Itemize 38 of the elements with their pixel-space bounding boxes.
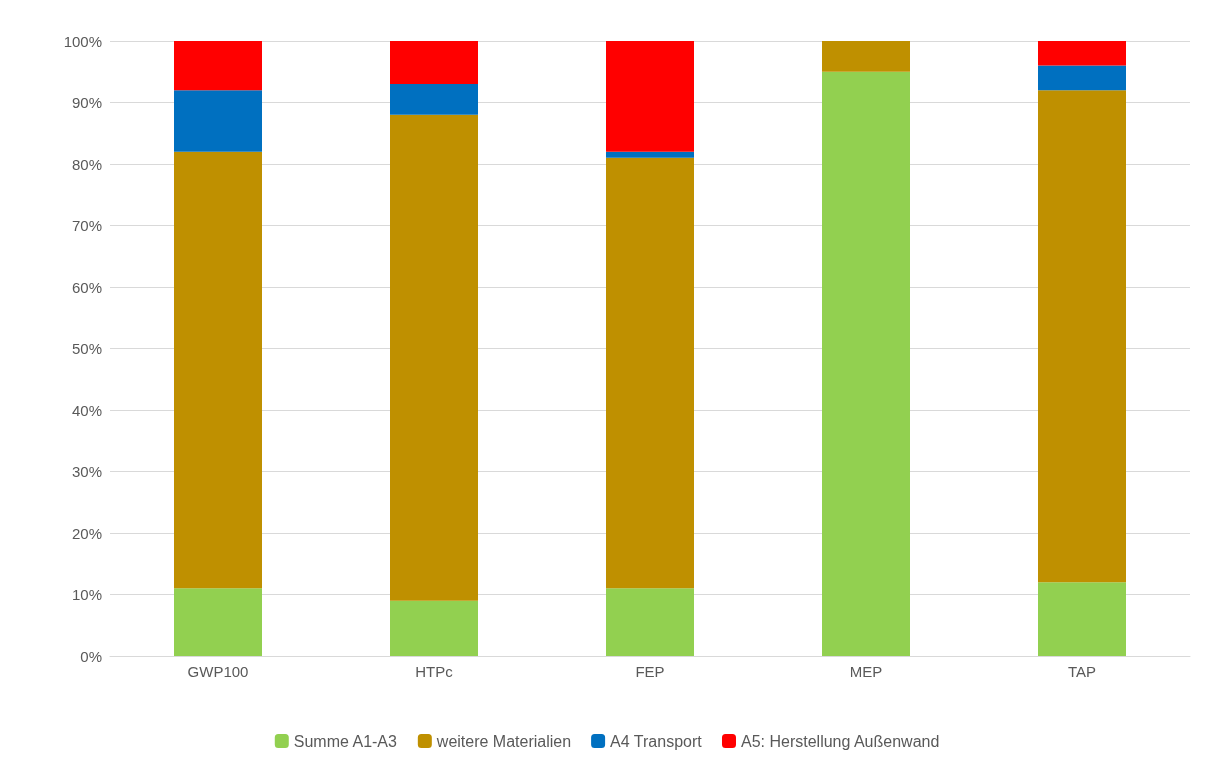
bar [390, 600, 478, 656]
x-tick-label: FEP [635, 663, 665, 680]
bar [174, 588, 262, 656]
bar [1038, 90, 1126, 583]
y-tick-label: 0% [80, 647, 102, 665]
bar [606, 41, 694, 152]
y-tick-label: 80% [71, 155, 102, 173]
y-tick-label: 50% [71, 340, 102, 357]
bar [1038, 41, 1126, 66]
y-tick-label: 20% [71, 524, 102, 542]
y-tick-label: 30% [71, 463, 102, 480]
bar [390, 84, 478, 115]
y-tick-label: 90% [71, 94, 102, 111]
x-tick-label: MEP [849, 663, 883, 680]
bar [390, 41, 478, 85]
bar [606, 151, 694, 158]
y-tick-label: 10% [71, 586, 102, 603]
bar [606, 588, 694, 656]
y-tick-label: 40% [71, 401, 102, 419]
bar [1038, 582, 1126, 656]
legend-label: Summe A1-A3 [293, 732, 398, 750]
bar [174, 41, 262, 91]
bar [174, 151, 262, 589]
x-tick-label: TAP [1067, 663, 1097, 680]
legend-label: weitere Materialien [435, 732, 572, 750]
bar [174, 90, 262, 152]
x-tick-label: HTPc [415, 663, 454, 680]
legend-label: A5: Herstellung Außenwand [740, 732, 940, 750]
y-tick-label: 60% [71, 278, 102, 296]
x-tick-label: GWP100 [187, 663, 249, 680]
y-tick-label: 70% [71, 217, 102, 234]
y-tick-label: 100% [63, 32, 102, 50]
legend-label: A4 Transport [610, 732, 703, 750]
bar [606, 157, 694, 589]
bar [822, 71, 910, 656]
bar [822, 41, 910, 72]
bar [390, 114, 478, 601]
bar [1038, 65, 1126, 91]
